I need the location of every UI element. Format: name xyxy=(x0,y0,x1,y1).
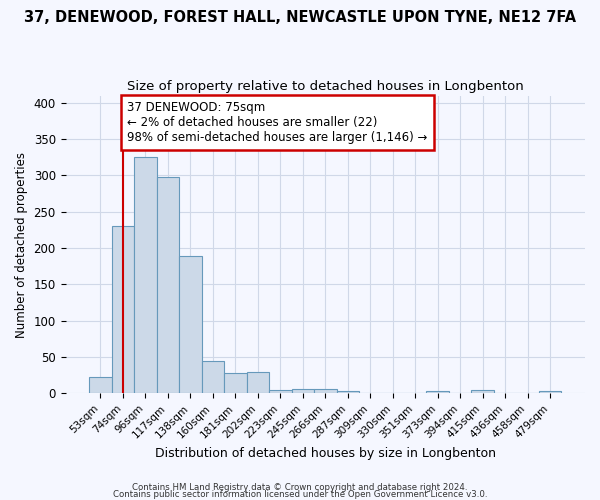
Bar xyxy=(314,389,337,394)
Text: 37 DENEWOOD: 75sqm
← 2% of detached houses are smaller (22)
98% of semi-detached: 37 DENEWOOD: 75sqm ← 2% of detached hous… xyxy=(127,102,428,144)
Bar xyxy=(134,158,157,394)
Bar xyxy=(179,256,202,394)
X-axis label: Distribution of detached houses by size in Longbenton: Distribution of detached houses by size … xyxy=(155,447,496,460)
Text: 37, DENEWOOD, FOREST HALL, NEWCASTLE UPON TYNE, NE12 7FA: 37, DENEWOOD, FOREST HALL, NEWCASTLE UPO… xyxy=(24,10,576,25)
Bar xyxy=(427,392,449,394)
Bar xyxy=(224,373,247,394)
Bar xyxy=(472,390,494,394)
Bar xyxy=(247,372,269,394)
Y-axis label: Number of detached properties: Number of detached properties xyxy=(15,152,28,338)
Bar xyxy=(112,226,134,394)
Bar xyxy=(89,377,112,394)
Bar xyxy=(292,389,314,394)
Bar xyxy=(539,390,562,394)
Bar xyxy=(157,177,179,394)
Text: Contains HM Land Registry data © Crown copyright and database right 2024.: Contains HM Land Registry data © Crown c… xyxy=(132,484,468,492)
Text: Contains public sector information licensed under the Open Government Licence v3: Contains public sector information licen… xyxy=(113,490,487,499)
Bar xyxy=(269,390,292,394)
Title: Size of property relative to detached houses in Longbenton: Size of property relative to detached ho… xyxy=(127,80,524,93)
Bar xyxy=(337,392,359,394)
Bar xyxy=(202,361,224,394)
